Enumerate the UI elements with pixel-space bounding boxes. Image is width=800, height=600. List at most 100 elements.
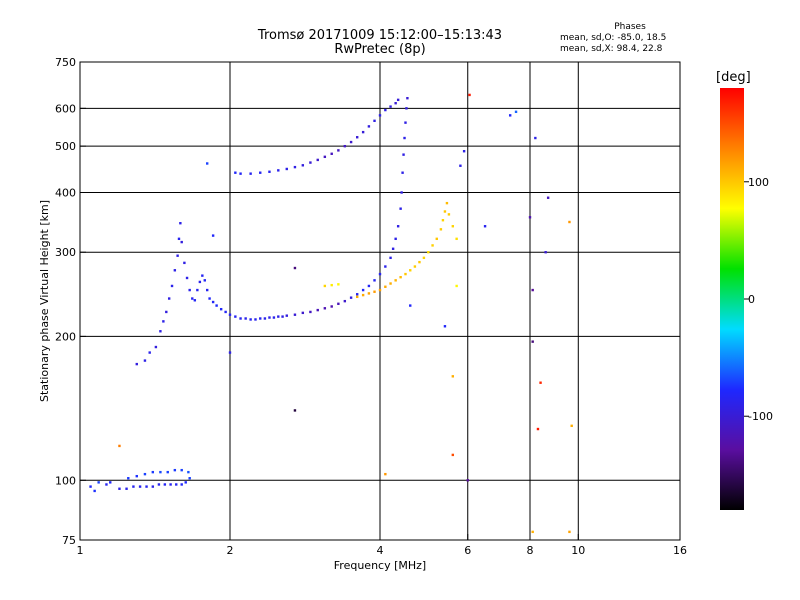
echo-point-o bbox=[193, 299, 197, 302]
echo-point-o bbox=[330, 305, 333, 308]
echo-point-x bbox=[451, 225, 455, 228]
x-tick-label: 1 bbox=[77, 544, 84, 557]
echo-point-o bbox=[394, 101, 397, 105]
echo-point-x bbox=[443, 210, 447, 213]
echo-point-o bbox=[355, 293, 359, 296]
chart-title: Tromsø 20171009 15:12:00–15:13:43 bbox=[257, 28, 503, 43]
echo-point-o bbox=[154, 345, 158, 349]
echo-point-o bbox=[396, 98, 400, 102]
echo-point-o bbox=[203, 279, 206, 282]
echo-point-o bbox=[166, 470, 169, 474]
echo-point-x bbox=[355, 295, 359, 299]
echo-point-o bbox=[170, 284, 174, 288]
echo-point-o bbox=[384, 265, 387, 268]
echo-point-o bbox=[268, 316, 271, 319]
echo-point-o bbox=[337, 149, 340, 152]
echo-point-x bbox=[427, 251, 430, 254]
echo-point-o bbox=[330, 152, 333, 155]
echo-point-o bbox=[165, 310, 168, 314]
echo-point-o bbox=[373, 279, 376, 282]
echo-point-x bbox=[373, 290, 376, 293]
y-axis-label: Stationary phase Virtual Height [km] bbox=[38, 200, 51, 402]
echo-point-o bbox=[135, 362, 138, 366]
colorbar-label: [deg] bbox=[716, 70, 751, 85]
echo-point-o bbox=[167, 297, 171, 300]
echo-point-o bbox=[239, 172, 242, 175]
echo-point-o bbox=[281, 315, 284, 318]
echo-point-x bbox=[445, 201, 449, 205]
echo-point-o bbox=[399, 207, 402, 210]
colorbar bbox=[720, 88, 744, 510]
echo-point-o bbox=[361, 130, 365, 134]
echo-point-o bbox=[201, 274, 204, 277]
echo-point-o bbox=[309, 310, 312, 314]
echo-point-o bbox=[109, 481, 112, 484]
echo-point-o bbox=[183, 261, 186, 265]
echo-point-o bbox=[187, 470, 190, 474]
echo-point-o bbox=[259, 317, 262, 320]
echo-point-scattered bbox=[459, 164, 462, 167]
echo-point-x bbox=[337, 283, 340, 286]
echo-point-o bbox=[309, 161, 312, 164]
echo-point-o bbox=[105, 483, 108, 486]
echo-point-scattered bbox=[443, 325, 447, 328]
y-tick-label: 100 bbox=[55, 474, 76, 487]
echo-point-o bbox=[301, 311, 305, 315]
y-tick-label: 400 bbox=[55, 186, 76, 199]
echo-point-x bbox=[361, 293, 365, 297]
echo-point-o bbox=[177, 237, 181, 241]
echo-point-o bbox=[173, 468, 177, 472]
x-tick-label: 4 bbox=[377, 544, 384, 557]
echo-point-o bbox=[180, 468, 183, 472]
echo-point-o bbox=[316, 308, 319, 312]
echo-point-o bbox=[337, 302, 340, 305]
y-tick-label: 300 bbox=[55, 246, 76, 259]
echo-point-o bbox=[162, 320, 165, 323]
echo-point-scattered bbox=[568, 530, 571, 534]
echo-points bbox=[89, 93, 573, 534]
echo-point-o bbox=[323, 155, 327, 159]
echo-point-scattered bbox=[451, 453, 455, 457]
grid-lines bbox=[80, 62, 680, 540]
echo-point-scattered bbox=[228, 351, 232, 354]
echo-point-scattered bbox=[468, 93, 471, 97]
echo-point-o bbox=[254, 318, 257, 321]
echo-point-scattered bbox=[293, 409, 297, 412]
phase-stats-heading: Phases bbox=[614, 22, 646, 32]
echo-point-o bbox=[277, 315, 280, 318]
echo-point-o bbox=[244, 317, 247, 320]
echo-point-o bbox=[219, 307, 223, 311]
echo-point-scattered bbox=[118, 444, 121, 448]
colorbar-tick-label: -100 bbox=[748, 410, 773, 423]
echo-point-o bbox=[263, 317, 267, 320]
x-tick-label: 8 bbox=[527, 544, 534, 557]
echo-point-o bbox=[378, 272, 382, 276]
x-tick-label: 16 bbox=[673, 544, 687, 557]
echo-point-o bbox=[259, 171, 262, 174]
echo-point-o bbox=[343, 144, 347, 148]
echo-point-scattered bbox=[455, 284, 458, 288]
echo-point-o bbox=[285, 167, 288, 171]
echo-point-o bbox=[173, 269, 177, 272]
x-axis-label: Frequency [MHz] bbox=[334, 559, 426, 572]
echo-point-x bbox=[455, 237, 458, 241]
echo-point-x bbox=[367, 292, 371, 295]
echo-point-scattered bbox=[544, 251, 547, 254]
x-axis-ticks: 1 2 4 6 8 10 16 bbox=[77, 534, 687, 557]
echo-point-o bbox=[215, 304, 218, 307]
echo-point-x bbox=[384, 285, 387, 288]
echo-point-x bbox=[330, 283, 333, 287]
echo-point-scattered bbox=[531, 340, 534, 343]
y-tick-label: 75 bbox=[62, 534, 76, 547]
echo-point-o bbox=[143, 359, 147, 362]
echo-point-x bbox=[413, 265, 417, 268]
echo-point-o bbox=[396, 225, 400, 228]
echo-point-o bbox=[402, 153, 405, 156]
echo-point-o bbox=[301, 164, 305, 167]
echo-point-o bbox=[159, 470, 162, 474]
echo-point-scattered bbox=[483, 225, 487, 228]
echo-point-o bbox=[234, 171, 237, 174]
echo-point-o bbox=[389, 256, 392, 260]
echo-point-o bbox=[406, 96, 409, 100]
